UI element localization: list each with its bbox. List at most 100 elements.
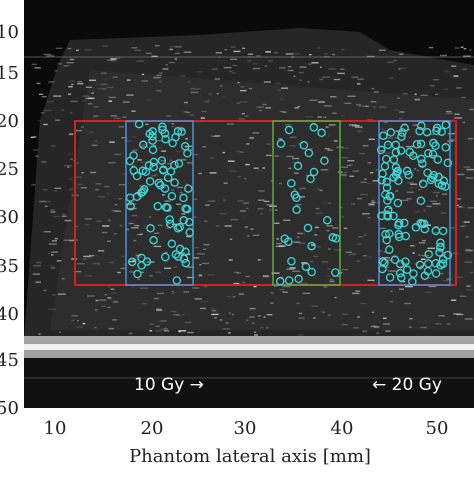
y-tick-45: 45 bbox=[0, 350, 19, 371]
marker bbox=[173, 252, 183, 261]
marker bbox=[443, 158, 453, 168]
marker bbox=[432, 126, 441, 136]
marker bbox=[431, 259, 440, 268]
marker bbox=[149, 162, 158, 172]
marker bbox=[276, 139, 286, 148]
marker bbox=[158, 166, 168, 175]
marker bbox=[428, 173, 437, 182]
marker bbox=[400, 218, 409, 228]
marker bbox=[389, 155, 399, 164]
marker bbox=[142, 257, 152, 266]
marker bbox=[163, 173, 173, 182]
x-tick-20: 20 bbox=[141, 418, 164, 439]
marker bbox=[431, 269, 441, 278]
marker bbox=[134, 119, 144, 129]
marker bbox=[416, 139, 426, 149]
marker bbox=[385, 245, 394, 254]
marker bbox=[160, 184, 170, 193]
marker bbox=[293, 161, 303, 171]
x-ticks: 10 20 30 40 50 bbox=[44, 418, 449, 439]
marker bbox=[435, 248, 444, 257]
marker bbox=[170, 160, 179, 170]
marker bbox=[383, 205, 393, 215]
speckle-texture bbox=[30, 45, 474, 336]
marker bbox=[331, 234, 341, 243]
marker bbox=[418, 219, 427, 229]
marker bbox=[426, 175, 436, 185]
x-tick-10: 10 bbox=[44, 418, 67, 439]
marker bbox=[133, 269, 142, 279]
marker bbox=[294, 274, 303, 284]
marker bbox=[167, 239, 177, 249]
marker bbox=[173, 224, 183, 233]
marker bbox=[393, 198, 403, 208]
y-tick-50: 50 bbox=[0, 398, 19, 419]
marker bbox=[184, 184, 193, 193]
marker bbox=[437, 181, 447, 190]
marker bbox=[138, 187, 148, 196]
marker bbox=[386, 128, 396, 137]
marker bbox=[303, 223, 313, 233]
marker bbox=[394, 220, 403, 230]
marker bbox=[439, 176, 449, 186]
marker bbox=[173, 127, 183, 136]
marker bbox=[436, 242, 445, 252]
marker bbox=[424, 250, 433, 259]
marker bbox=[385, 273, 395, 282]
marker bbox=[299, 141, 309, 150]
marker bbox=[391, 170, 401, 180]
x-tick-30: 30 bbox=[234, 418, 257, 439]
marker bbox=[402, 265, 412, 274]
marker bbox=[424, 148, 433, 158]
marker bbox=[433, 155, 443, 164]
marker bbox=[441, 143, 450, 152]
marker bbox=[145, 177, 155, 186]
marker bbox=[415, 126, 424, 136]
marker bbox=[161, 134, 170, 144]
marker bbox=[443, 250, 453, 260]
marker bbox=[408, 277, 417, 286]
marker bbox=[138, 140, 148, 150]
marker bbox=[280, 234, 289, 243]
marker bbox=[292, 205, 301, 214]
marker bbox=[179, 216, 188, 225]
marker bbox=[429, 138, 438, 148]
annotation-10gy: 10 Gy → bbox=[134, 375, 204, 395]
marker bbox=[396, 146, 406, 155]
marker bbox=[161, 252, 170, 262]
marker bbox=[309, 167, 319, 177]
marker bbox=[415, 260, 425, 270]
marker bbox=[161, 202, 171, 212]
below-reflector bbox=[24, 358, 474, 408]
marker bbox=[437, 127, 446, 136]
marker bbox=[423, 168, 432, 177]
marker bbox=[379, 131, 388, 140]
marker bbox=[137, 188, 146, 197]
marker bbox=[175, 222, 184, 232]
marker bbox=[307, 241, 316, 251]
bottom-reflector-bright bbox=[24, 344, 474, 350]
marker bbox=[182, 204, 192, 214]
marker bbox=[157, 156, 167, 165]
x-tick-40: 40 bbox=[331, 418, 354, 439]
marker bbox=[436, 261, 445, 270]
marker bbox=[149, 236, 158, 245]
marker bbox=[400, 123, 409, 133]
marker bbox=[331, 268, 340, 277]
marker bbox=[382, 177, 391, 187]
marker bbox=[141, 167, 151, 177]
y-tick-30: 30 bbox=[0, 207, 19, 228]
full-roi-box bbox=[74, 120, 457, 286]
marker bbox=[322, 215, 332, 225]
marker bbox=[395, 269, 405, 278]
marker bbox=[125, 193, 135, 202]
detected-markers bbox=[125, 119, 453, 286]
marker bbox=[307, 267, 316, 277]
ultrasound-image bbox=[24, 0, 474, 408]
marker bbox=[441, 182, 450, 191]
marker bbox=[290, 190, 300, 200]
marker bbox=[148, 127, 157, 136]
y-tick-15: 15 bbox=[0, 63, 19, 84]
marker bbox=[434, 172, 443, 182]
